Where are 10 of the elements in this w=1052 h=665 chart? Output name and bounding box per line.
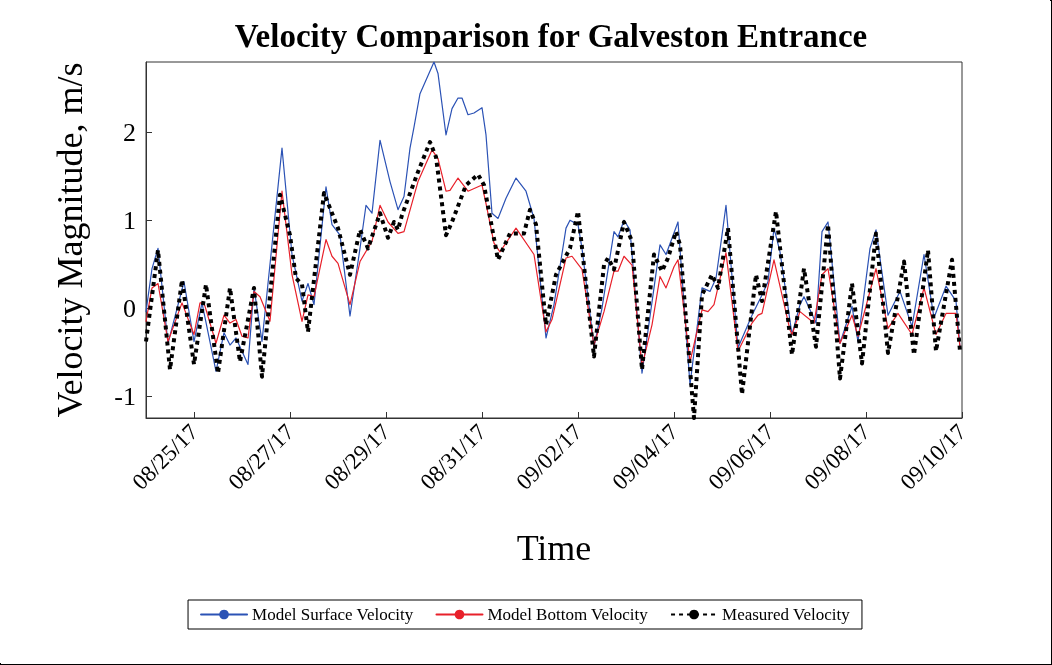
chart-title: Velocity Comparison for Galveston Entrance [234,17,868,54]
x-axis-title: Time [516,528,592,568]
y-tick-label: 0 [123,293,136,323]
y-tick-label: -1 [114,381,136,411]
legend-label: Model Bottom Velocity [487,605,649,624]
y-tick-label: 1 [123,205,136,235]
legend-label: Model Surface Velocity [252,605,414,624]
y-axis-title: Velocity Magnitude, m/s [50,62,90,418]
y-tick-label: 2 [123,117,136,147]
legend-label: Measured Velocity [722,605,851,624]
